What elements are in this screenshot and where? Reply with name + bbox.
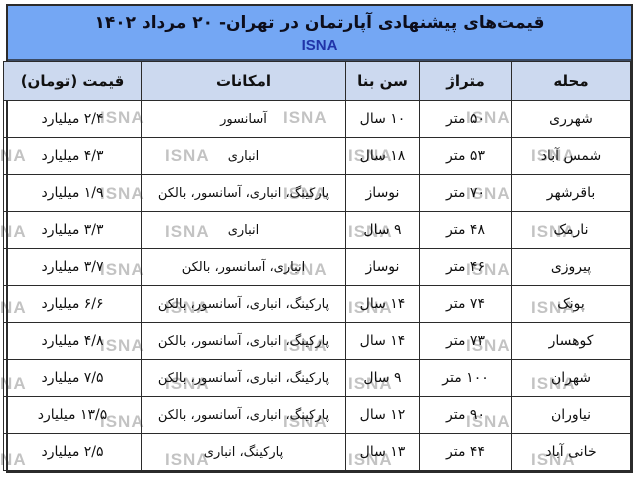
cell-age: ۱۸ سال: [345, 137, 420, 176]
cell-amenities: انباری، آسانسور، بالکن: [141, 248, 346, 287]
col-header-age: سن بنا: [345, 61, 420, 102]
col-header-neighborhood: محله: [511, 61, 631, 102]
table-row: خانی آباد ۴۴ متر ۱۳ سال پارکینگ، انباری ۲/۵ …: [3, 433, 631, 472]
cell-neighborhood: کوهسار: [511, 322, 631, 361]
header-row: محله متراژ سن بنا امکانات قیمت (تومان): [3, 61, 631, 102]
cell-age: نوساز: [345, 248, 420, 287]
cell-price: ۶/۶ میلیارد: [3, 285, 142, 324]
cell-neighborhood: نارمک: [511, 211, 631, 250]
cell-amenities: پارکینگ، انباری، آسانسور، بالکن: [141, 359, 346, 398]
cell-area: ۷۰ متر: [419, 174, 512, 213]
title-band: قیمت‌های پیشنهادی آپارتمان در تهران- ۲۰ …: [8, 6, 631, 62]
cell-area: ۵۳ متر: [419, 137, 512, 176]
cell-age: ۱۲ سال: [345, 396, 420, 435]
cell-area: ۷۴ متر: [419, 285, 512, 324]
cell-area: ۵۰ متر: [419, 100, 512, 139]
cell-price: ۴/۸ میلیارد: [3, 322, 142, 361]
cell-amenities: آسانسور: [141, 100, 346, 139]
cell-amenities: انباری: [141, 211, 346, 250]
cell-area: ۴۸ متر: [419, 211, 512, 250]
cell-price: ۱۳/۵ میلیارد: [3, 396, 142, 435]
cell-price: ۷/۵ میلیارد: [3, 359, 142, 398]
cell-area: ۱۰۰ متر: [419, 359, 512, 398]
cell-amenities: انباری: [141, 137, 346, 176]
cell-neighborhood: پونک: [511, 285, 631, 324]
cell-price: ۲/۴ میلیارد: [3, 100, 142, 139]
agency-logo-text: ISNA: [301, 36, 338, 54]
cell-price: ۴/۳ میلیارد: [3, 137, 142, 176]
page-title: قیمت‌های پیشنهادی آپارتمان در تهران- ۲۰ …: [94, 13, 545, 33]
cell-price: ۱/۹ میلیارد: [3, 174, 142, 213]
cell-area: ۴۴ متر: [419, 433, 512, 472]
cell-amenities: پارکینگ، انباری، آسانسور، بالکن: [141, 396, 346, 435]
cell-age: ۱۴ سال: [345, 322, 420, 361]
col-header-amenities: امکانات: [141, 61, 346, 102]
cell-neighborhood: خانی آباد: [511, 433, 631, 472]
cell-age: ۹ سال: [345, 211, 420, 250]
table-row: کوهسار ۷۳ متر ۱۴ سال پارکینگ، انباری، آسانس…: [3, 322, 631, 361]
cell-amenities: پارکینگ، انباری، آسانسور، بالکن: [141, 322, 346, 361]
cell-age: ۱۴ سال: [345, 285, 420, 324]
table-row: باقرشهر ۷۰ متر نوساز پارکینگ، انباری، آسانس…: [3, 174, 631, 213]
col-header-price: قیمت (تومان): [3, 61, 142, 102]
apartment-price-table: قیمت‌های پیشنهادی آپارتمان در تهران- ۲۰ …: [3, 4, 633, 474]
cell-neighborhood: پیروزی: [511, 248, 631, 287]
cell-price: ۳/۳ میلیارد: [3, 211, 142, 250]
cell-price: ۲/۵ میلیارد: [3, 433, 142, 472]
table-row: نیاوران ۹۰ متر ۱۲ سال پارکینگ، انباری، آسان…: [3, 396, 631, 435]
cell-amenities: پارکینگ، انباری، آسانسور، بالکن: [141, 285, 346, 324]
cell-amenities: پارکینگ، انباری: [141, 433, 346, 472]
table-row: پیروزی ۴۶ متر نوساز انباری، آسانسور، بالکن ۳…: [3, 248, 631, 287]
cell-area: ۴۶ متر: [419, 248, 512, 287]
cell-age: ۱۰ سال: [345, 100, 420, 139]
cell-area: ۹۰ متر: [419, 396, 512, 435]
cell-age: ۹ سال: [345, 359, 420, 398]
table-row: شهرری ۵۰ متر ۱۰ سال آسانسور ۲/۴ میلیارد: [3, 100, 631, 139]
cell-neighborhood: باقرشهر: [511, 174, 631, 213]
cell-age: ۱۳ سال: [345, 433, 420, 472]
cell-area: ۷۳ متر: [419, 322, 512, 361]
cell-age: نوساز: [345, 174, 420, 213]
cell-neighborhood: نیاوران: [511, 396, 631, 435]
cell-amenities: پارکینگ، انباری، آسانسور، بالکن: [141, 174, 346, 213]
cell-price: ۳/۷ میلیارد: [3, 248, 142, 287]
col-header-area: متراژ: [419, 61, 512, 102]
price-table: محله متراژ سن بنا امکانات قیمت (تومان) ش…: [3, 61, 631, 472]
table-row: شهران ۱۰۰ متر ۹ سال پارکینگ، انباری، آسانسو…: [3, 359, 631, 398]
cell-neighborhood: شمس آباد: [511, 137, 631, 176]
cell-neighborhood: شهران: [511, 359, 631, 398]
table-row: شمس آباد ۵۳ متر ۱۸ سال انباری ۴/۳ میلیارد: [3, 137, 631, 176]
cell-neighborhood: شهرری: [511, 100, 631, 139]
table-row: پونک ۷۴ متر ۱۴ سال پارکینگ، انباری، آسانسور…: [3, 285, 631, 324]
table-row: نارمک ۴۸ متر ۹ سال انباری ۳/۳ میلیارد: [3, 211, 631, 250]
